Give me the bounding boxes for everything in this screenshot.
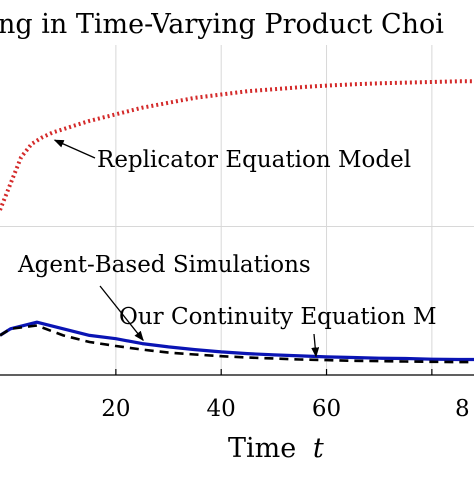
x-tick-label-partial: 8	[455, 396, 470, 422]
x-tick-label: 40	[207, 396, 236, 422]
annotation-agent-arrow	[99, 285, 144, 342]
series-layer	[0, 79, 474, 364]
annotation-continuity-arrow	[311, 333, 320, 358]
annotation-continuity-label: Our Continuity Equation M	[119, 304, 437, 330]
chart-title: ng in Time-Varying Product Choi	[0, 9, 444, 40]
series-line-3	[0, 324, 474, 364]
x-axis-label-var: t	[313, 433, 324, 464]
series-line-1	[0, 79, 474, 211]
annotation-replicator-arrow	[53, 139, 96, 159]
x-axis-label: Time t	[228, 433, 324, 464]
x-axis-label-text: Time	[228, 433, 296, 464]
annotation-agent-label: Agent-Based Simulations	[17, 252, 311, 278]
x-tick-label: 60	[312, 396, 341, 422]
annotation-layer: Replicator Equation Model Agent-Based Sim…	[17, 139, 437, 358]
tick-layer: 20 40 60 8	[101, 369, 470, 422]
series-line-2	[0, 320, 474, 362]
x-tick-label: 20	[101, 396, 130, 422]
grid-layer	[0, 45, 474, 375]
annotation-replicator-label: Replicator Equation Model	[97, 147, 411, 173]
